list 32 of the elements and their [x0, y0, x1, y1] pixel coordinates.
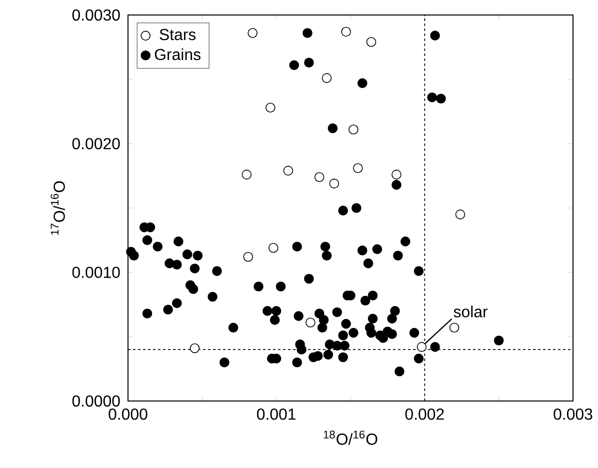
point [322, 73, 332, 83]
x-tick-label: 0.003 [554, 408, 592, 420]
point [329, 178, 340, 188]
point [283, 166, 294, 176]
x-tick-label: 0.002 [405, 408, 444, 420]
y-tick-label: 0.0000 [72, 395, 120, 407]
point [314, 172, 324, 182]
x-tick-label: 0.000 [108, 408, 148, 420]
point [248, 28, 258, 38]
point [243, 252, 254, 262]
point [455, 210, 466, 220]
y-tick-label: 0.0010 [72, 266, 120, 278]
x-axis-title: $^{18}$O/$^{16}$O [324, 430, 378, 445]
y-tick-label: 0.0030 [72, 9, 120, 21]
x-tick-label: 0.001 [257, 408, 296, 420]
annotation: solar [454, 306, 488, 318]
legend-label: Grains [154, 48, 200, 60]
point [242, 170, 252, 180]
point [341, 26, 351, 37]
point [190, 343, 200, 354]
point [449, 322, 460, 333]
legend-label: Stars [160, 28, 196, 40]
point [353, 163, 363, 174]
point [348, 124, 358, 134]
y-tick-label: 0.0020 [72, 138, 120, 150]
point [392, 170, 402, 180]
point [416, 342, 427, 352]
point [306, 318, 316, 328]
point [266, 102, 276, 113]
y-axis-title: $^{17}$O/$^{16}$O [50, 181, 65, 235]
point [366, 37, 376, 47]
point [268, 242, 278, 253]
